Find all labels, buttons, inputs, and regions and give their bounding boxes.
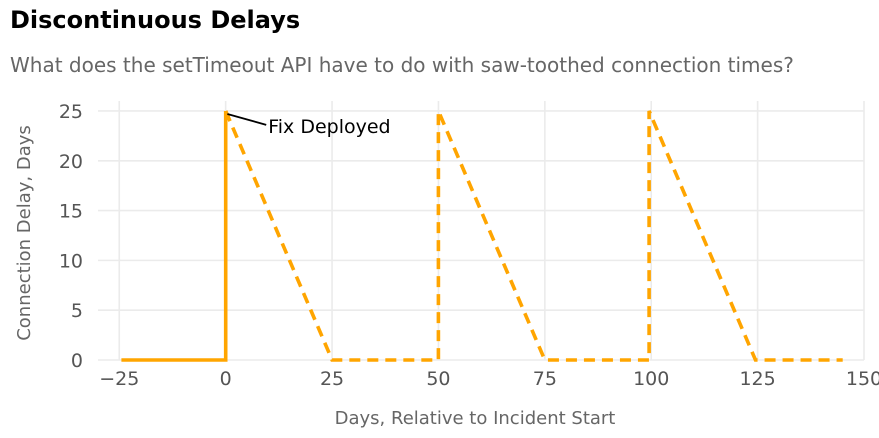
grid-lines <box>98 101 865 361</box>
series-lines <box>121 110 843 362</box>
y-tick-label: 0 <box>71 350 83 372</box>
y-tick-label: 10 <box>59 250 83 272</box>
chart-title: Discontinuous Delays <box>10 6 301 34</box>
x-tick-label: 100 <box>633 368 669 390</box>
annotations: Fix Deployed <box>227 113 391 138</box>
x-tick-label: 150 <box>846 368 879 390</box>
annotation-arrow <box>227 113 267 126</box>
x-tick-label: −25 <box>99 368 139 390</box>
x-tick-label: 25 <box>320 368 344 390</box>
x-tick-label: 125 <box>739 368 775 390</box>
x-tick-label: 0 <box>220 368 232 390</box>
series-line-solid <box>121 111 228 362</box>
annotation-label: Fix Deployed <box>268 116 390 138</box>
y-axis-ticks: 0 5 10 15 20 25 <box>59 101 83 372</box>
y-axis-label: Connection Delay, Days <box>14 125 35 341</box>
x-axis-ticks: −25 0 25 50 75 100 125 150 <box>99 368 879 390</box>
y-tick-label: 15 <box>59 201 83 223</box>
y-tick-label: 5 <box>71 300 83 322</box>
x-tick-label: 75 <box>533 368 557 390</box>
y-tick-label: 20 <box>59 151 83 173</box>
series-line-dashed <box>224 110 843 362</box>
x-tick-label: 50 <box>426 368 450 390</box>
chart-subtitle: What does the setTimeout API have to do … <box>10 53 794 77</box>
x-axis-label: Days, Relative to Incident Start <box>335 408 616 429</box>
y-tick-label: 25 <box>59 101 83 123</box>
